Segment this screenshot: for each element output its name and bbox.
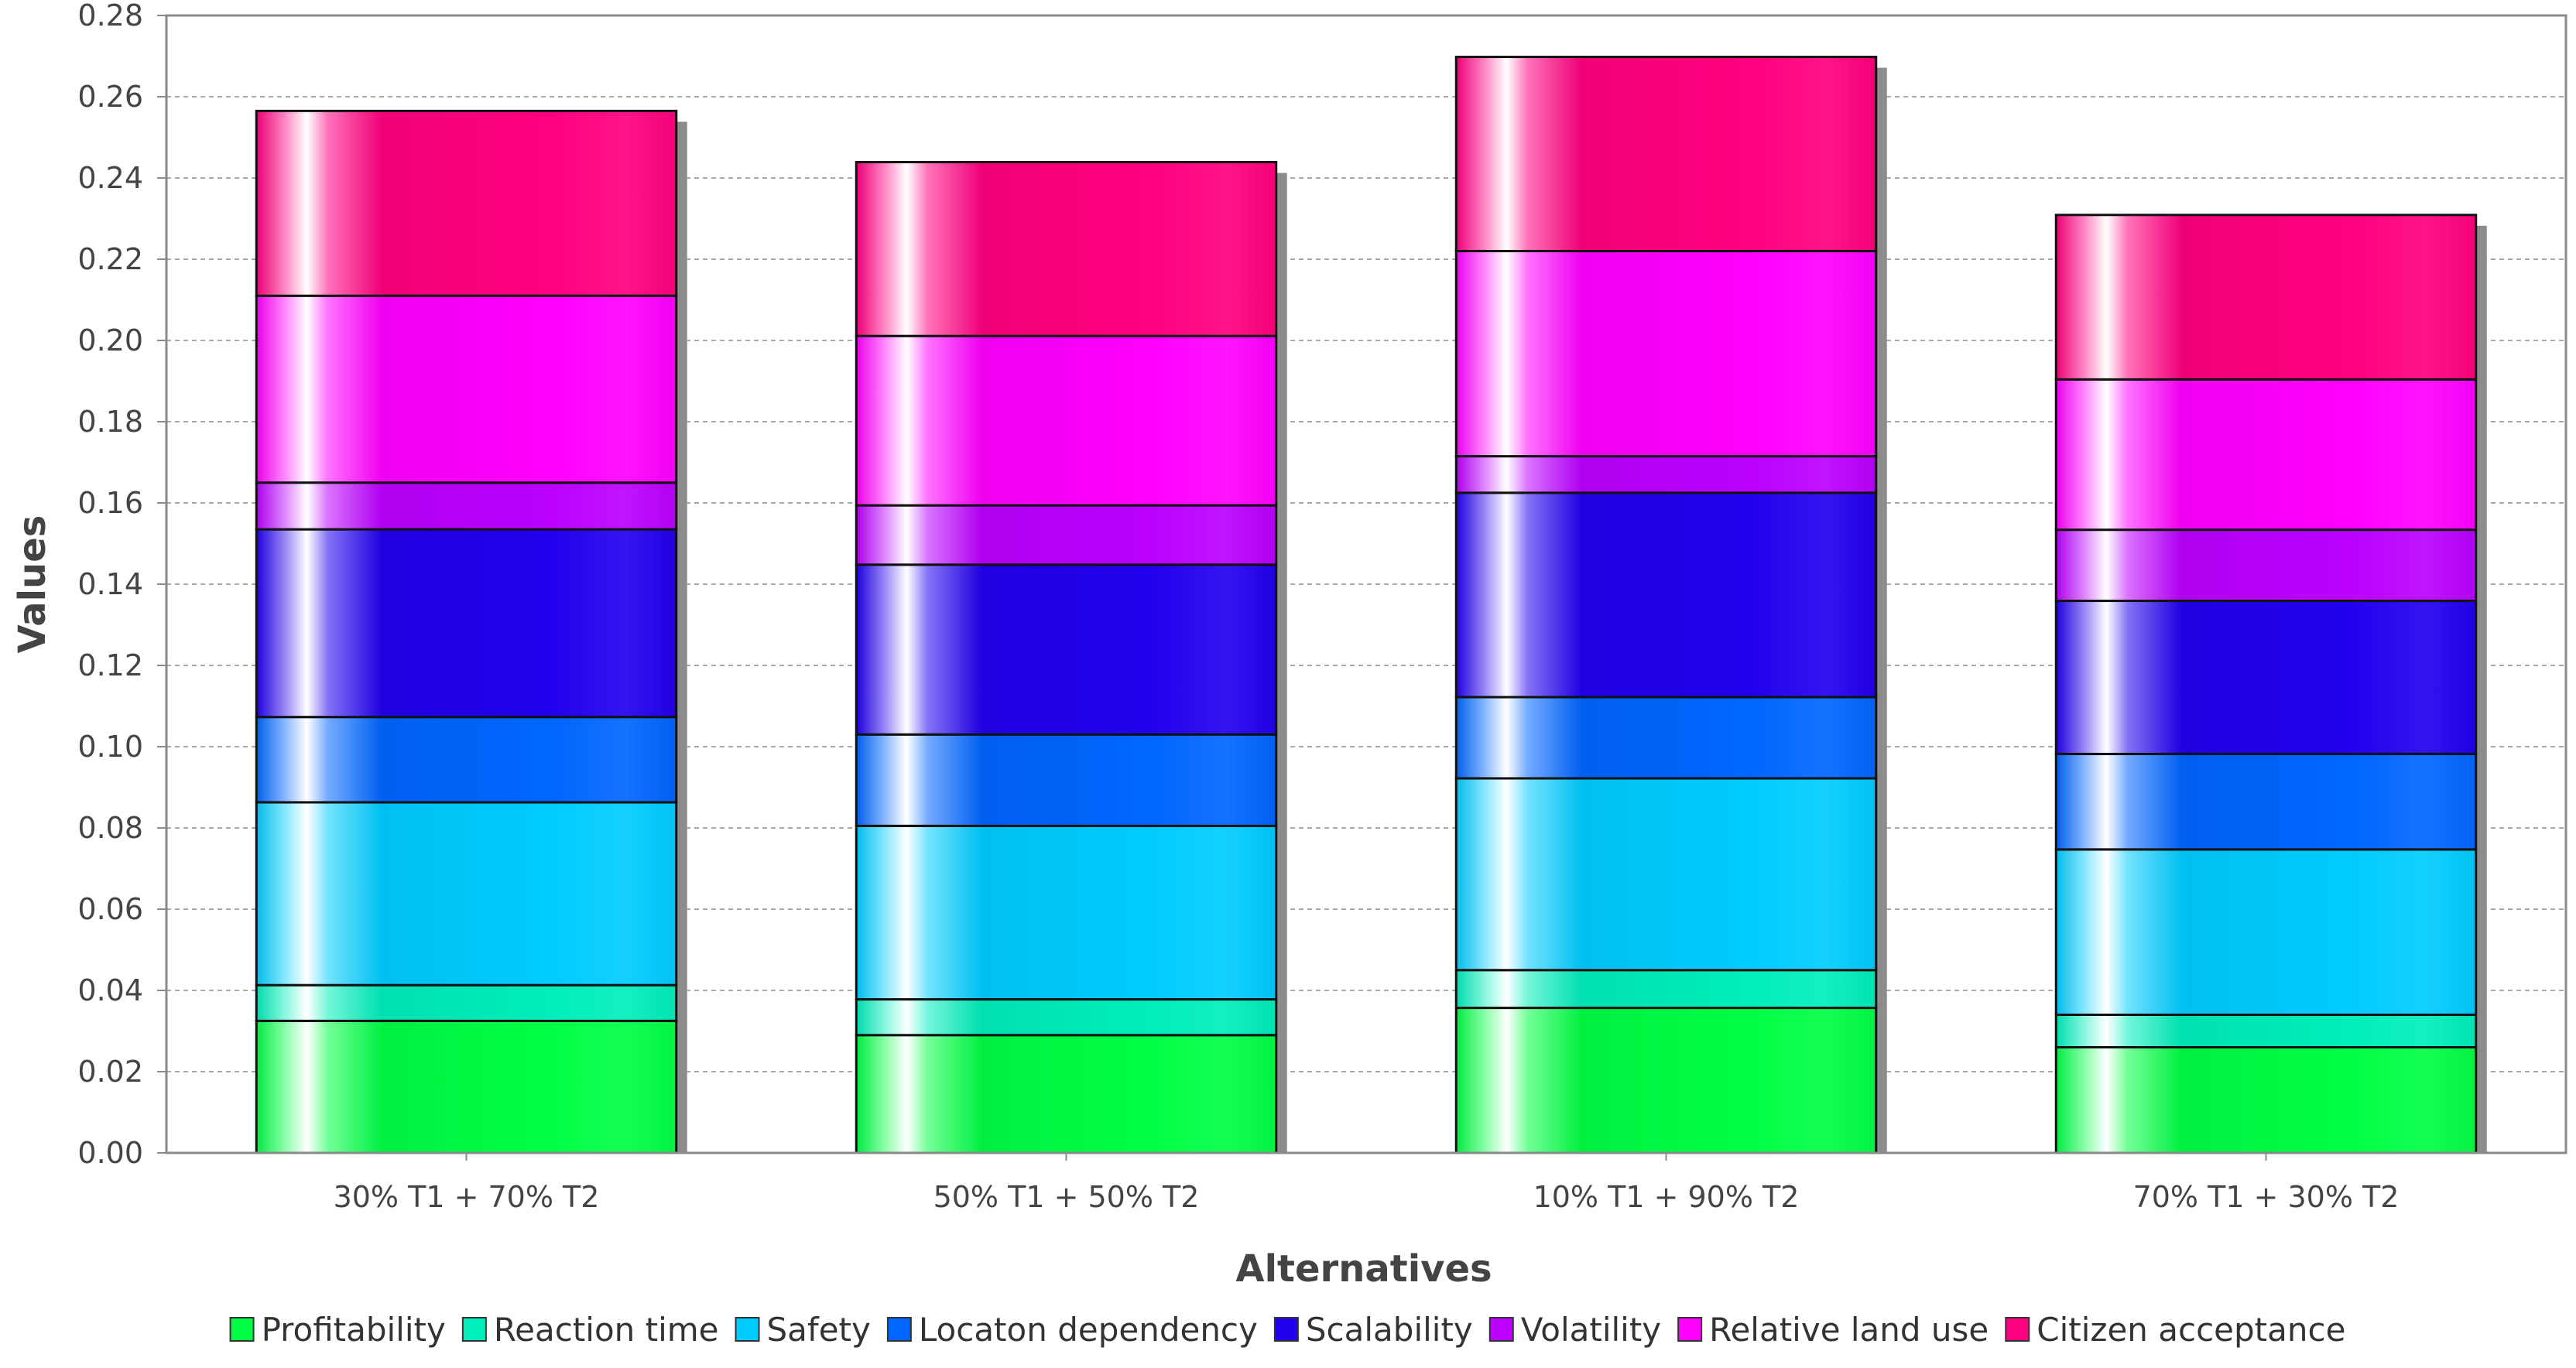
bar-segment-relative-land-use: [2054, 378, 2478, 532]
bar-segment-safety: [1454, 777, 1878, 972]
legend-swatch-relative-land-use: [1677, 1317, 1703, 1342]
bar-stack-70-t1-30-t2: [2054, 214, 2478, 1154]
y-tick-label: 0.02: [77, 1055, 143, 1089]
bar-stack-30-t1-70-t2: [255, 109, 678, 1154]
bar-segment-profitability: [855, 1034, 1278, 1154]
bar-stack-10-t1-90-t2: [1454, 56, 1878, 1154]
legend-label-citizen-acceptance: Citizen acceptance: [2036, 1311, 2345, 1349]
bar-segment-safety: [2054, 848, 2478, 1016]
bar-segment-scalability: [255, 528, 678, 719]
legend-label-reaction-time: Reaction time: [494, 1311, 719, 1349]
bar-segment-locaton-dependency: [2054, 752, 2478, 851]
bar-segment-volatility: [2054, 528, 2478, 603]
y-axis: 0.00 0.02 0.04 0.06 0.08 0.10 0.12 0.14 0.16 0.18…: [77, 0, 166, 1170]
legend-swatch-reaction-time: [461, 1317, 487, 1342]
legend: Profitability Reaction time Safety Locaton …: [229, 1311, 2345, 1349]
y-tick-label: 0.08: [77, 811, 143, 845]
legend-swatch-citizen-acceptance: [2005, 1317, 2030, 1342]
y-tick-label: 0.06: [77, 892, 143, 926]
legend-swatch-safety: [735, 1317, 760, 1342]
y-tick-label: 0.04: [77, 973, 143, 1007]
bar-segment-scalability: [2054, 600, 2478, 755]
legend-swatch-locaton-dependency: [886, 1317, 912, 1342]
bar-stack-50-t1-50-t2: [855, 161, 1278, 1154]
x-tick-label: 30% T1 + 70% T2: [334, 1180, 600, 1214]
x-axis-title: Alternatives: [1235, 1247, 1492, 1291]
bar-segment-safety: [255, 801, 678, 987]
x-tick-label: 50% T1 + 50% T2: [933, 1180, 1200, 1214]
legend-swatch-profitability: [229, 1317, 255, 1342]
y-tick-label: 0.20: [77, 323, 143, 357]
bar-segment-locaton-dependency: [255, 716, 678, 804]
bar-segment-volatility: [1454, 455, 1878, 494]
bar-segment-citizen-acceptance: [2054, 214, 2478, 381]
bar-segment-citizen-acceptance: [1454, 56, 1878, 252]
bar-segment-scalability: [855, 563, 1278, 736]
y-tick-label: 0.16: [77, 486, 143, 520]
bar-segment-locaton-dependency: [1454, 696, 1878, 780]
bar-segment-profitability: [255, 1019, 678, 1154]
bar-segment-relative-land-use: [255, 294, 678, 484]
x-axis: 30% T1 + 70% T2 50% T1 + 50% T2 10% T1 + 9…: [334, 1153, 2400, 1214]
legend-label-locaton-dependency: Locaton dependency: [919, 1311, 1258, 1349]
bar-segment-relative-land-use: [1454, 250, 1878, 458]
bar-segment-safety: [855, 824, 1278, 1001]
bar-segment-citizen-acceptance: [855, 161, 1278, 337]
x-tick-label: 10% T1 + 90% T2: [1533, 1180, 1800, 1214]
bar-segment-relative-land-use: [855, 334, 1278, 507]
bars: [255, 56, 2478, 1154]
bar-segment-reaction-time: [855, 998, 1278, 1037]
bar-segment-volatility: [855, 504, 1278, 566]
bar-segment-profitability: [2054, 1046, 2478, 1154]
bar-segment-citizen-acceptance: [255, 109, 678, 297]
y-tick-label: 0.10: [77, 730, 143, 764]
legend-swatch-scalability: [1273, 1317, 1299, 1342]
y-tick-label: 0.14: [77, 567, 143, 601]
y-tick-label: 0.26: [77, 80, 143, 114]
legend-label-scalability: Scalability: [1306, 1311, 1473, 1349]
bar-segment-reaction-time: [1454, 969, 1878, 1010]
x-tick-label: 70% T1 + 30% T2: [2133, 1180, 2400, 1214]
y-tick-label: 0.28: [77, 0, 143, 32]
legend-label-volatility: Volatility: [1521, 1311, 1661, 1349]
bar-segment-locaton-dependency: [855, 733, 1278, 827]
y-tick-label: 0.12: [77, 648, 143, 682]
bar-segment-scalability: [1454, 491, 1878, 699]
y-tick-label: 0.00: [77, 1136, 143, 1170]
legend-label-safety: Safety: [767, 1311, 871, 1349]
bar-segment-volatility: [255, 481, 678, 531]
legend-label-relative-land-use: Relative land use: [1709, 1311, 1989, 1349]
legend-label-profitability: Profitability: [262, 1311, 446, 1349]
y-tick-label: 0.24: [77, 161, 143, 195]
bar-segment-profitability: [1454, 1007, 1878, 1154]
bar-segment-reaction-time: [2054, 1014, 2478, 1048]
y-tick-label: 0.22: [77, 242, 143, 276]
bar-segment-reaction-time: [255, 983, 678, 1022]
legend-swatch-volatility: [1488, 1317, 1514, 1342]
y-axis-title: Values: [11, 515, 54, 654]
y-tick-label: 0.18: [77, 405, 143, 439]
